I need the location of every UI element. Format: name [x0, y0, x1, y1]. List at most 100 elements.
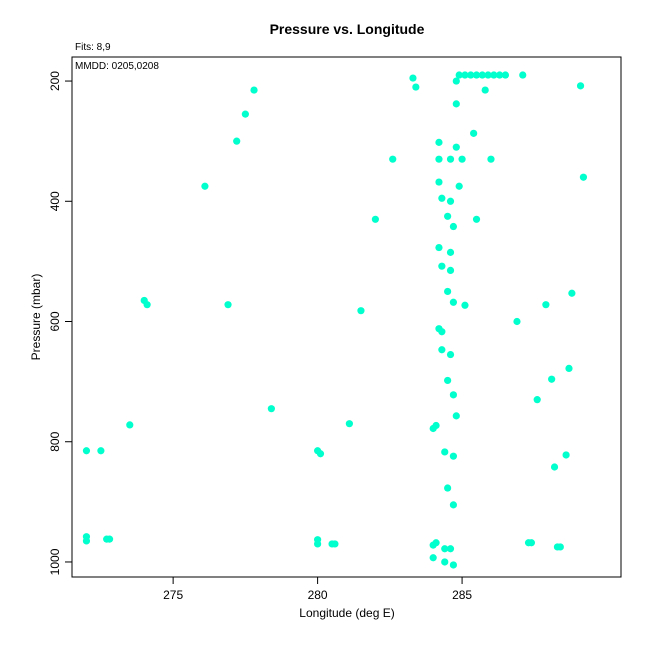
- x-tick-label: 285: [452, 588, 472, 602]
- data-point: [576, 82, 585, 90]
- data-point: [472, 215, 481, 223]
- data-point: [435, 243, 443, 252]
- data-point: [429, 541, 437, 549]
- data-point: [444, 376, 452, 385]
- data-point: [452, 77, 460, 85]
- data-point: [441, 545, 449, 553]
- data-point: [429, 424, 437, 433]
- data-point: [568, 289, 576, 297]
- y-tick-label: 400: [48, 191, 62, 211]
- data-point: [444, 212, 452, 220]
- data-point: [143, 301, 151, 309]
- y-tick-label: 600: [48, 311, 62, 331]
- data-point: [314, 540, 322, 548]
- data-point: [455, 182, 463, 190]
- data-point: [446, 545, 455, 553]
- fits-annotation: Fits: 8,9: [75, 42, 111, 53]
- data-point: [548, 375, 556, 383]
- data-point: [579, 173, 588, 181]
- data-point: [501, 71, 510, 79]
- data-point: [441, 558, 449, 566]
- data-point: [241, 110, 249, 118]
- data-point: [345, 420, 353, 428]
- data-point: [452, 100, 460, 108]
- data-points: [82, 71, 588, 569]
- data-point: [357, 307, 365, 315]
- y-axis-label: Pressure (mbar): [29, 274, 43, 361]
- data-point: [438, 262, 446, 270]
- data-point: [82, 537, 91, 545]
- data-point: [556, 543, 564, 551]
- data-point: [484, 71, 492, 79]
- data-point: [446, 350, 455, 359]
- data-point: [233, 137, 241, 145]
- data-point: [472, 71, 481, 79]
- data-point: [446, 266, 455, 275]
- data-point: [481, 86, 489, 94]
- data-point: [449, 501, 458, 509]
- data-point: [105, 535, 114, 543]
- data-point: [461, 71, 469, 79]
- data-point: [444, 287, 452, 296]
- y-tick-label: 200: [48, 71, 62, 91]
- data-point: [331, 540, 339, 548]
- data-point: [513, 317, 521, 326]
- chart-title: Pressure vs. Longitude: [270, 21, 425, 37]
- data-point: [201, 182, 209, 190]
- data-point: [438, 346, 446, 354]
- data-point: [467, 71, 475, 79]
- x-tick-label: 280: [308, 588, 328, 602]
- x-axis-label: Longitude (deg E): [299, 606, 394, 620]
- data-point: [449, 222, 458, 231]
- data-point: [449, 561, 458, 569]
- data-point: [82, 447, 91, 455]
- data-point: [478, 71, 486, 79]
- data-point: [449, 298, 458, 306]
- data-point: [429, 554, 437, 562]
- data-point: [470, 129, 478, 137]
- data-point: [316, 450, 325, 458]
- data-point: [519, 71, 527, 79]
- data-point: [97, 447, 105, 455]
- data-point: [446, 197, 455, 205]
- data-point: [438, 328, 446, 336]
- data-point: [449, 452, 458, 460]
- plot-frame: [71, 56, 622, 578]
- data-point: [371, 215, 379, 223]
- data-point: [250, 86, 258, 94]
- data-point: [542, 301, 550, 309]
- data-point: [438, 194, 446, 202]
- y-tick-label: 1000: [48, 548, 62, 575]
- x-axis: 275 280 285: [163, 577, 472, 602]
- y-axis: 200 400 600 800 1000: [48, 71, 72, 575]
- data-point: [126, 421, 134, 429]
- data-point: [412, 83, 420, 91]
- data-point: [461, 301, 469, 309]
- data-point: [455, 71, 463, 79]
- data-point: [224, 301, 232, 309]
- data-point: [435, 138, 443, 146]
- data-point: [490, 71, 498, 79]
- data-point: [452, 143, 460, 151]
- data-point: [389, 155, 397, 163]
- data-point: [267, 405, 275, 413]
- data-point: [444, 484, 452, 492]
- data-point: [446, 155, 455, 163]
- y-tick-label: 800: [48, 431, 62, 451]
- data-point: [446, 248, 455, 256]
- data-point: [527, 539, 536, 547]
- data-point: [562, 451, 570, 459]
- data-point: [458, 155, 466, 163]
- data-point: [496, 71, 504, 79]
- data-point: [449, 391, 458, 399]
- data-point: [565, 364, 573, 372]
- data-point: [550, 463, 559, 471]
- mmdd-annotation: MMDD: 0205,0208: [75, 61, 159, 72]
- data-point: [487, 155, 495, 163]
- data-point: [409, 74, 417, 82]
- data-point: [533, 396, 541, 404]
- x-tick-label: 275: [163, 588, 183, 602]
- data-point: [452, 412, 460, 420]
- data-point: [435, 178, 443, 186]
